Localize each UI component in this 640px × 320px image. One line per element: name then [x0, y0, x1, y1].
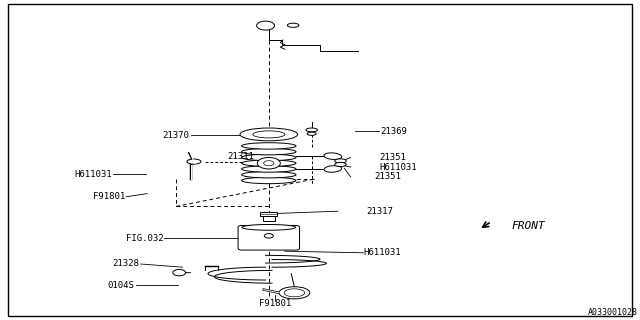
Text: A033001028: A033001028 [588, 308, 638, 317]
Ellipse shape [187, 159, 201, 164]
Text: H611031: H611031 [379, 163, 417, 172]
Ellipse shape [335, 163, 346, 167]
Circle shape [257, 21, 275, 30]
Text: FIG.032: FIG.032 [125, 234, 163, 243]
Text: H611031: H611031 [364, 248, 401, 257]
Circle shape [264, 161, 274, 166]
Ellipse shape [324, 153, 342, 159]
Ellipse shape [253, 131, 285, 138]
Ellipse shape [324, 166, 342, 172]
Text: 21317: 21317 [366, 207, 393, 216]
Text: F91801: F91801 [259, 299, 291, 308]
Ellipse shape [287, 23, 299, 27]
Text: 21370: 21370 [162, 132, 189, 140]
Ellipse shape [335, 159, 346, 163]
Ellipse shape [284, 289, 305, 297]
Circle shape [257, 157, 280, 169]
Ellipse shape [306, 128, 317, 132]
Text: H611031: H611031 [74, 170, 112, 179]
Ellipse shape [242, 166, 296, 172]
Ellipse shape [242, 143, 296, 149]
FancyBboxPatch shape [263, 216, 275, 221]
Text: FRONT: FRONT [512, 220, 546, 231]
Ellipse shape [279, 287, 310, 299]
Ellipse shape [242, 172, 296, 178]
Ellipse shape [242, 225, 296, 230]
Ellipse shape [240, 128, 298, 141]
Ellipse shape [242, 177, 296, 184]
Ellipse shape [307, 132, 316, 135]
FancyBboxPatch shape [238, 225, 300, 250]
Circle shape [173, 269, 186, 276]
Text: 21369: 21369 [381, 127, 408, 136]
Text: 21328: 21328 [113, 260, 140, 268]
Text: 21351: 21351 [379, 153, 406, 162]
Ellipse shape [242, 154, 296, 161]
Text: 0104S: 0104S [108, 281, 134, 290]
Ellipse shape [242, 148, 296, 155]
Text: 21351: 21351 [374, 172, 401, 181]
Text: 21311: 21311 [227, 152, 254, 161]
Circle shape [264, 234, 273, 238]
Ellipse shape [242, 160, 296, 166]
FancyBboxPatch shape [260, 212, 277, 216]
Text: F91801: F91801 [93, 192, 125, 201]
